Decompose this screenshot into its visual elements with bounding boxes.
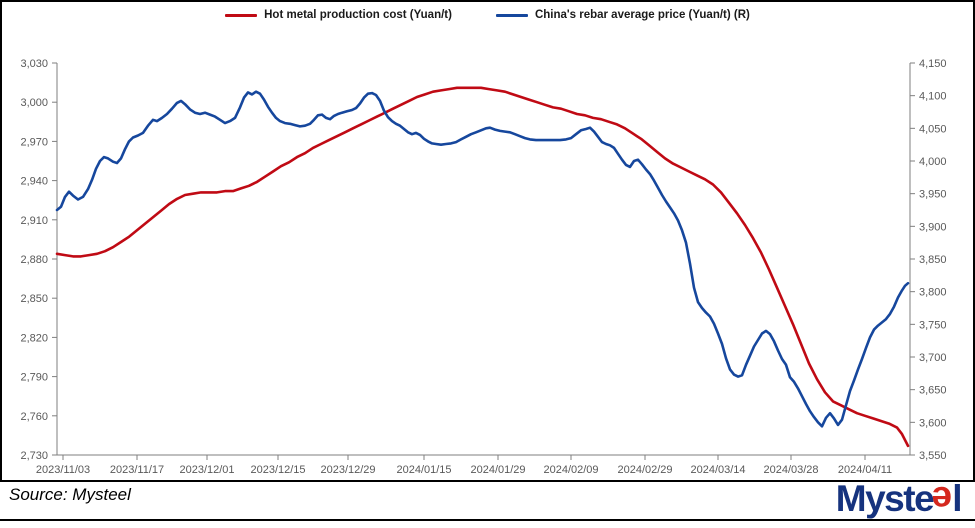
- right-axis-tick-label: 3,800: [919, 287, 947, 299]
- left-axis-tick-label: 2,820: [20, 332, 48, 344]
- left-axis-tick-label: 2,910: [20, 215, 48, 227]
- x-axis-tick-label: 2023/12/29: [320, 464, 375, 476]
- series-line-rebar-price: [55, 90, 910, 428]
- footer-divider-line: [0, 480, 975, 482]
- right-axis-tick-label: 4,100: [919, 91, 947, 103]
- x-axis-tick-label: 2023/12/15: [250, 464, 305, 476]
- x-axis-tick-label: 2024/04/11: [838, 464, 892, 476]
- legend-item-hot-metal: Hot metal production cost (Yuan/t): [225, 9, 452, 21]
- right-axis-tick-label: 3,600: [919, 417, 947, 429]
- logo-text-e1: e: [914, 478, 935, 519]
- right-axis-tick-label: 3,850: [919, 254, 947, 266]
- legend-line-red-icon: [225, 13, 258, 17]
- right-axis-tick-label: 3,900: [919, 221, 947, 233]
- right-axis-tick-label: 3,700: [919, 352, 947, 364]
- legend-line-blue-icon: [495, 13, 528, 17]
- x-axis-tick-label: 2023/11/03: [36, 464, 90, 476]
- right-axis-tick-label: 3,950: [919, 189, 947, 201]
- logo-text-e2-red: e: [933, 479, 953, 520]
- left-axis-tick-label: 3,030: [20, 58, 48, 70]
- x-axis-tick-label: 2024/03/14: [690, 464, 745, 476]
- right-axis-tick-label: 4,050: [919, 123, 947, 135]
- line-chart: 3,030 3,000 2,970 2,940 2,910 2,880 2,850 2,820…: [20, 58, 947, 476]
- logo-text-myst: Myst: [835, 478, 916, 519]
- logo-text-l: l: [952, 478, 962, 519]
- left-axis-tick-label: 3,000: [20, 97, 48, 109]
- left-axis-tick-label: 2,760: [20, 411, 48, 423]
- left-axis-tick-label: 2,790: [20, 372, 48, 384]
- right-axis-tick-label: 4,150: [919, 58, 947, 70]
- left-axis-tick-label: 2,730: [20, 450, 48, 462]
- right-axis-tick-label: 3,650: [919, 385, 947, 397]
- chart-legend: Hot metal production cost (Yuan/t) China…: [0, 9, 975, 21]
- x-axis-tick-label: 2024/03/28: [763, 464, 818, 476]
- x-axis-tick-label: 2023/11/17: [110, 464, 164, 476]
- mysteel-logo: Mysteel: [835, 478, 963, 520]
- legend-label-rebar-price: China's rebar average price (Yuan/t) (R): [534, 9, 750, 21]
- left-axis-tick-label: 2,880: [20, 254, 48, 266]
- left-axis-tick-label: 2,940: [20, 176, 48, 188]
- right-axis-tick-label: 4,000: [919, 156, 947, 168]
- legend-item-rebar-price: China's rebar average price (Yuan/t) (R): [495, 9, 750, 21]
- right-axis-tick-label: 3,750: [919, 319, 947, 331]
- left-axis-tick-label: 2,970: [20, 136, 48, 148]
- source-caption: Source: Mysteel: [9, 485, 131, 504]
- footer: Source: Mysteel Mysteel: [0, 478, 975, 520]
- x-axis-tick-label: 2024/01/15: [396, 464, 451, 476]
- legend-label-hot-metal: Hot metal production cost (Yuan/t): [264, 9, 452, 21]
- x-axis-tick-label: 2024/02/29: [617, 464, 672, 476]
- x-axis-tick-label: 2024/01/29: [470, 464, 525, 476]
- series-line-hot-metal-cost: [55, 86, 910, 448]
- x-axis-tick-label: 2023/12/01: [179, 464, 234, 476]
- right-axis-tick-label: 3,550: [919, 450, 947, 462]
- left-axis-tick-label: 2,850: [20, 293, 48, 305]
- x-axis-tick-label: 2024/02/09: [543, 464, 598, 476]
